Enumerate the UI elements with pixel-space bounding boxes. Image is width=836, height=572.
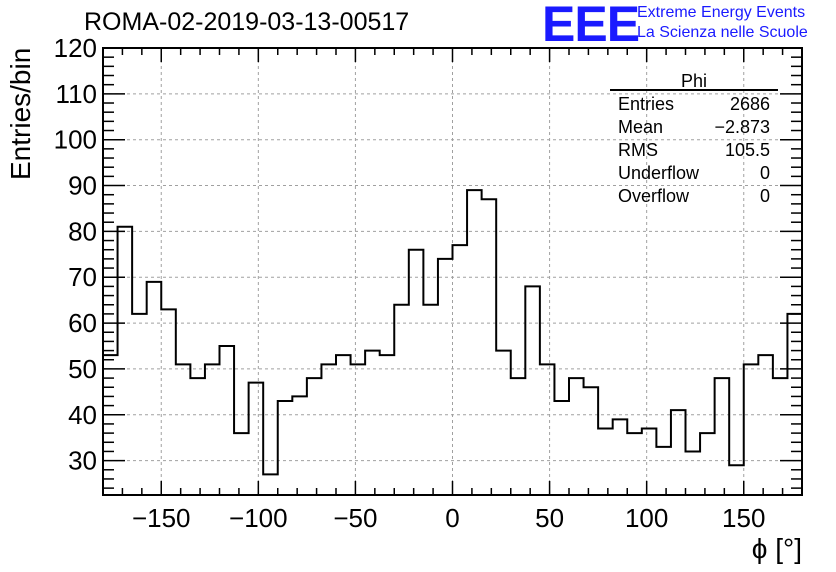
- y-tick-label: 110: [56, 79, 97, 109]
- chart-title: ROMA-02-2019-03-13-00517: [84, 8, 410, 36]
- x-tick-label: 150: [722, 503, 765, 533]
- stats-row-label: Underflow: [618, 163, 700, 183]
- stats-box-title: Phi: [681, 71, 707, 91]
- stats-row-value: −2.873: [714, 117, 770, 137]
- y-tick-label: 60: [68, 308, 97, 338]
- tick-labels: −150 −100 −50 0 50 100 150 30 40 50 60 70 80 90 100 110…: [54, 33, 766, 533]
- y-tick-label: 90: [68, 171, 97, 201]
- x-tick-label: 0: [445, 503, 459, 533]
- y-axis-title: Entries/bin: [5, 48, 36, 180]
- stats-row-value: 2686: [730, 94, 770, 114]
- y-tick-label: 30: [68, 446, 97, 476]
- axis-ticks: [102, 47, 803, 495]
- stats-row-label: Overflow: [618, 186, 690, 206]
- eee-logo: EEE Extreme Energy Events La Scienza nel…: [542, 0, 834, 52]
- stats-row-label: RMS: [618, 140, 658, 160]
- y-tick-label: 80: [68, 216, 97, 246]
- x-tick-label: 50: [535, 503, 564, 533]
- logo-line-1: Extreme Energy Events: [637, 4, 806, 21]
- y-tick-label: 70: [68, 262, 97, 292]
- y-tick-label: 40: [68, 400, 97, 430]
- histogram-line: [103, 189, 803, 476]
- stats-row-value: 0: [760, 186, 770, 206]
- x-tick-label: −100: [229, 503, 288, 533]
- logo-line-2: La Scienza nelle Scuole: [637, 24, 808, 41]
- y-tick-label: 50: [68, 354, 97, 384]
- x-tick-label: −150: [132, 503, 191, 533]
- stats-box: Phi Entries 2686 Mean −2.873 RMS 105.5 Underfl…: [610, 71, 778, 206]
- stats-row-value: 105.5: [725, 140, 770, 160]
- x-tick-label: −50: [333, 503, 377, 533]
- histogram-series: [103, 189, 803, 476]
- logo-mark: EEE: [542, 0, 640, 52]
- y-tick-label: 100: [54, 125, 97, 155]
- grid: [103, 47, 802, 495]
- stats-row-label: Mean: [618, 117, 663, 137]
- stats-row-value: 0: [760, 163, 770, 183]
- x-axis-title: ϕ [°]: [752, 533, 802, 564]
- stats-row-label: Entries: [618, 94, 674, 114]
- y-tick-label: 120: [54, 33, 97, 63]
- x-tick-label: 100: [625, 503, 668, 533]
